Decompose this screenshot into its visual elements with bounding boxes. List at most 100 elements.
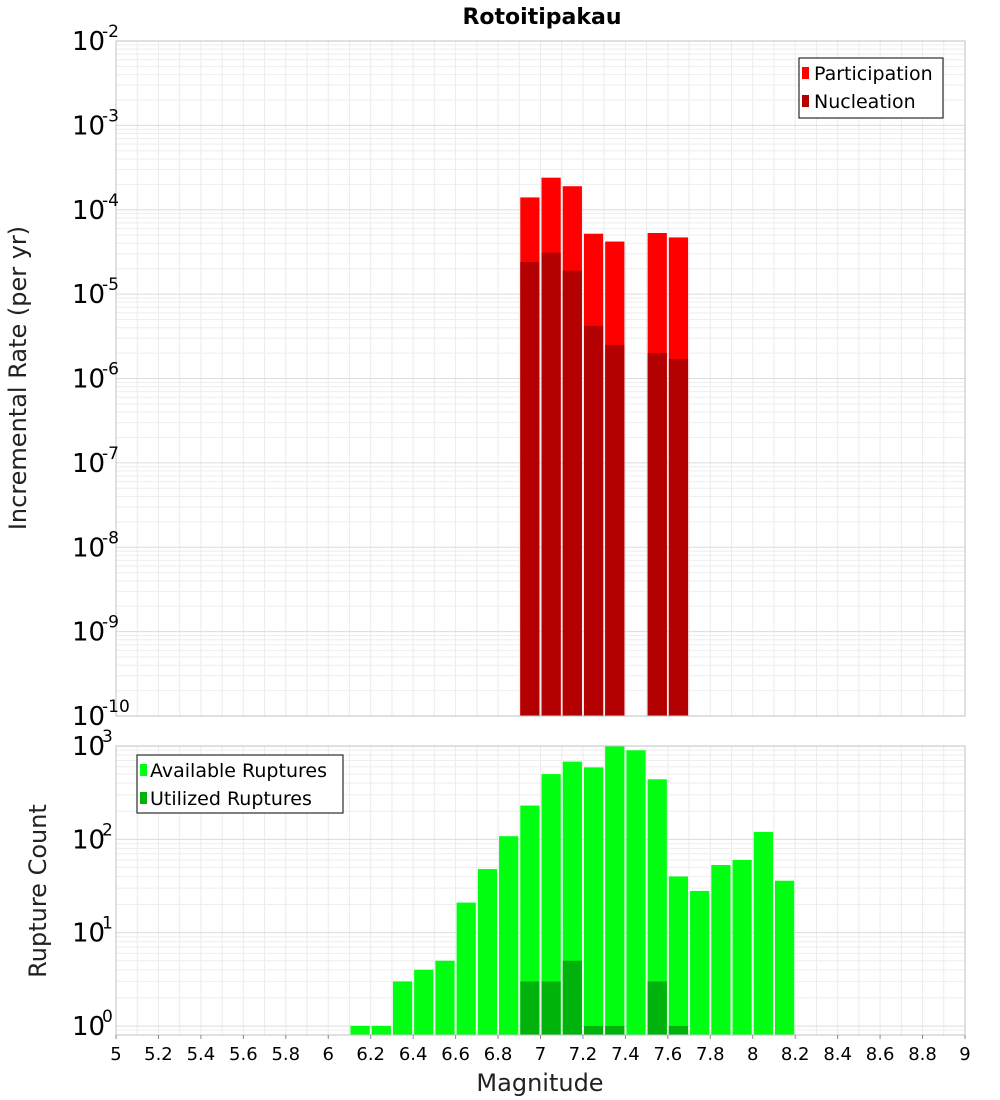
y-tick-exponent: -4 — [102, 191, 119, 211]
y-tick-base: 10 — [72, 732, 105, 762]
bar-available-ruptures — [435, 960, 455, 1035]
bar-utilized-ruptures — [583, 1025, 604, 1035]
y-tick-base: 10 — [72, 196, 105, 226]
bar-utilized-ruptures — [520, 981, 540, 1035]
x-tick-label: 7.6 — [654, 1044, 683, 1065]
bar-available-ruptures — [520, 805, 540, 1035]
rate-plot-grid — [115, 41, 966, 717]
y-tick-label: 10-6 — [72, 360, 119, 395]
y-tick-base: 10 — [72, 280, 105, 310]
count-plot-bars — [350, 746, 795, 1035]
x-tick-label: 8.6 — [866, 1044, 895, 1065]
y-tick-base: 10 — [72, 27, 105, 57]
legend-label-participation: Participation — [814, 63, 933, 85]
bar-nucleation — [583, 325, 604, 716]
y-tick-base: 10 — [72, 919, 105, 949]
y-tick-label: 10-7 — [72, 444, 119, 479]
y-tick-label: 103 — [72, 727, 113, 762]
x-tick-label: 8 — [747, 1044, 758, 1065]
x-tick-label: 7.4 — [611, 1044, 640, 1065]
bar-available-ruptures — [371, 1025, 391, 1035]
y-tick-exponent: -7 — [102, 444, 119, 464]
y-tick-base: 10 — [72, 449, 105, 479]
bar-available-ruptures — [774, 880, 795, 1035]
rate-plot-frame — [115, 40, 966, 717]
bar-available-ruptures — [477, 869, 498, 1035]
x-tick-label: 5 — [110, 1044, 121, 1065]
x-tick-label: 8.4 — [823, 1044, 852, 1065]
y-tick-base: 10 — [72, 1012, 105, 1042]
legend-swatch-available — [140, 764, 147, 776]
bar-nucleation — [605, 344, 625, 716]
x-axis-label: Magnitude — [476, 1069, 603, 1097]
y-tick-base: 10 — [72, 111, 105, 141]
y-tick-label: 10-9 — [72, 613, 119, 648]
y-tick-exponent: 1 — [102, 914, 113, 934]
x-tick-label: 6.2 — [356, 1044, 385, 1065]
x-tick-label: 6.6 — [441, 1044, 470, 1065]
bar-available-ruptures — [690, 890, 710, 1035]
bar-available-ruptures — [732, 860, 752, 1035]
y-tick-base: 10 — [72, 702, 105, 732]
bar-utilized-ruptures — [647, 981, 667, 1035]
x-tick-label: 6 — [323, 1044, 334, 1065]
bar-available-ruptures — [711, 865, 731, 1035]
bar-available-ruptures — [647, 779, 667, 1035]
y-tick-label: 102 — [72, 820, 113, 855]
y-tick-exponent: -10 — [102, 697, 130, 717]
y-tick-label: 10-5 — [72, 275, 119, 310]
y-tick-label: 10-4 — [72, 191, 119, 226]
bar-utilized-ruptures — [541, 981, 561, 1035]
x-tick-label: 5.4 — [187, 1044, 216, 1065]
y-tick-exponent: -8 — [102, 528, 119, 548]
y-tick-label: 10-2 — [72, 22, 119, 57]
y-tick-exponent: -9 — [102, 613, 119, 633]
rate-legend-box — [798, 57, 944, 119]
legend-swatch-utilized — [140, 792, 147, 804]
x-tick-label: 8.2 — [781, 1044, 810, 1065]
count-y-axis-label: Rupture Count — [24, 804, 52, 978]
bar-utilized-ruptures — [605, 1025, 625, 1035]
y-tick-exponent: 0 — [102, 1007, 113, 1027]
bar-available-ruptures — [350, 1025, 370, 1035]
y-tick-label: 10-10 — [72, 697, 130, 732]
bar-available-ruptures — [605, 746, 625, 1035]
count-legend: Available Ruptures Utilized Ruptures — [136, 754, 344, 814]
bar-available-ruptures — [499, 836, 519, 1035]
bar-available-ruptures — [392, 981, 413, 1035]
bar-available-ruptures — [626, 750, 646, 1035]
bar-utilized-ruptures — [668, 1025, 689, 1035]
bar-available-ruptures — [414, 969, 434, 1035]
x-tick-label: 6.8 — [484, 1044, 513, 1065]
x-tick-label: 6.4 — [399, 1044, 428, 1065]
y-tick-exponent: -5 — [102, 275, 119, 295]
legend-label-available: Available Ruptures — [150, 760, 327, 782]
y-tick-label: 100 — [72, 1007, 113, 1042]
bar-nucleation — [562, 270, 582, 716]
legend-label-nucleation: Nucleation — [814, 91, 916, 113]
rate-y-axis-label: Incremental Rate (per yr) — [4, 226, 32, 530]
y-tick-exponent: 2 — [102, 820, 113, 840]
count-legend-box — [136, 754, 344, 814]
x-tick-label: 7.2 — [569, 1044, 598, 1065]
y-tick-label: 101 — [72, 914, 113, 949]
x-tick-label: 8.8 — [908, 1044, 937, 1065]
magnitude-x-ticks: 5 5.2 5.4 5.6 5.8 6 6.2 6.4 6.6 6.8 7 7.2 7.4 7.6 7.8 8… — [110, 1035, 971, 1065]
x-tick-label: 7 — [535, 1044, 546, 1065]
y-tick-base: 10 — [72, 618, 105, 648]
x-tick-label: 5.2 — [144, 1044, 173, 1065]
x-tick-label: 9 — [959, 1044, 970, 1065]
y-tick-label: 10-3 — [72, 106, 119, 141]
y-tick-exponent: -3 — [102, 106, 119, 126]
rate-legend: Participation Nucleation — [798, 57, 944, 119]
rate-plot-bars — [520, 177, 689, 717]
bar-available-ruptures — [753, 831, 773, 1035]
y-tick-exponent: -6 — [102, 360, 119, 380]
bar-available-ruptures — [456, 902, 476, 1035]
x-tick-label: 7.8 — [696, 1044, 725, 1065]
bar-available-ruptures — [541, 774, 561, 1035]
bar-utilized-ruptures — [562, 960, 582, 1035]
